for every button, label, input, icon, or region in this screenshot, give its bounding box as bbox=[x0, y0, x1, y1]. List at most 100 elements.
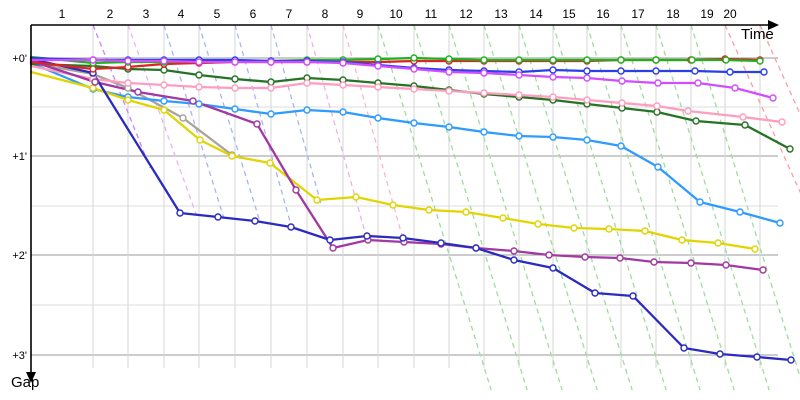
series-pink-marker bbox=[739, 113, 747, 121]
series-navy-marker bbox=[629, 292, 637, 300]
series-navy-marker bbox=[363, 232, 371, 240]
series-navy-marker bbox=[214, 213, 222, 221]
series-cyan-marker bbox=[583, 136, 591, 144]
series-yellow-marker bbox=[89, 84, 97, 92]
series-green-marker bbox=[515, 56, 523, 64]
series-gray-marker bbox=[179, 114, 187, 122]
series-magenta-marker bbox=[374, 62, 382, 70]
series-cyan-marker bbox=[654, 163, 662, 171]
series-yellow-marker bbox=[425, 206, 433, 214]
series-magenta-marker bbox=[124, 57, 132, 65]
series-green-marker bbox=[549, 56, 557, 64]
series-green-marker bbox=[583, 56, 591, 64]
x-axis-title: Time bbox=[741, 26, 774, 43]
series-cyan-marker bbox=[736, 208, 744, 216]
series-magenta-marker bbox=[410, 65, 418, 73]
x-tick-label: 14 bbox=[529, 7, 543, 21]
x-tick-label: 2 bbox=[107, 7, 114, 21]
series-pink-marker bbox=[445, 87, 453, 95]
series-yellow-marker bbox=[389, 201, 397, 209]
series-pink-marker bbox=[515, 91, 523, 99]
series-magenta-marker bbox=[515, 71, 523, 79]
series-darkgreen-marker bbox=[692, 117, 700, 125]
series-pink-marker bbox=[653, 102, 661, 110]
series-yellow-marker bbox=[266, 159, 274, 167]
series-purple-marker bbox=[687, 259, 695, 267]
series-cyan-marker bbox=[445, 123, 453, 131]
series-pink-marker bbox=[549, 93, 557, 101]
series-cyan-marker bbox=[410, 119, 418, 127]
series-green-marker bbox=[480, 56, 488, 64]
series-yellow-marker bbox=[196, 136, 204, 144]
series-green-marker bbox=[617, 56, 625, 64]
series-green-marker bbox=[374, 55, 382, 63]
x-tick-label: 13 bbox=[494, 7, 508, 21]
series-cyan-marker bbox=[696, 198, 704, 206]
series-purple-marker bbox=[253, 120, 261, 128]
x-tick-label: 10 bbox=[389, 7, 403, 21]
series-yellow-marker bbox=[678, 236, 686, 244]
series-pink-marker bbox=[778, 118, 786, 126]
series-navy-marker bbox=[591, 289, 599, 297]
series-cyan-marker bbox=[776, 219, 784, 227]
series-purple-marker bbox=[292, 186, 300, 194]
series-cyan-marker bbox=[303, 106, 311, 114]
series-yellow-marker bbox=[313, 196, 321, 204]
y-axis-title: Gap bbox=[11, 374, 40, 391]
lapping-line bbox=[620, 24, 735, 391]
series-purple-marker bbox=[722, 261, 730, 269]
series-pink-marker bbox=[160, 81, 168, 89]
series-magenta-marker bbox=[267, 58, 275, 66]
x-tick-label: 3 bbox=[143, 7, 150, 21]
y-tick-label: +1' bbox=[12, 151, 27, 163]
series-darkgreen-marker bbox=[231, 75, 239, 83]
series-yellow-marker bbox=[462, 208, 470, 216]
series-blue-marker bbox=[549, 66, 557, 74]
series-purple-marker bbox=[510, 247, 518, 255]
y-tick-label: +2' bbox=[12, 250, 27, 262]
lapping-line bbox=[234, 24, 292, 227]
series-cyan-marker bbox=[617, 142, 625, 150]
x-tick-label: 16 bbox=[596, 7, 610, 21]
lapping-line bbox=[552, 24, 667, 391]
series-pink-marker bbox=[684, 107, 692, 115]
series-darkgreen-marker bbox=[653, 108, 661, 116]
series-navy-marker bbox=[680, 344, 688, 352]
series-magenta-marker bbox=[480, 69, 488, 77]
x-tick-label: 11 bbox=[425, 7, 438, 21]
series-cyan-marker bbox=[480, 128, 488, 136]
series-yellow-marker bbox=[352, 193, 360, 201]
series-green-marker bbox=[445, 55, 453, 63]
series-navy-marker bbox=[287, 223, 295, 231]
series-yellow-marker bbox=[714, 239, 722, 247]
series-purple-marker bbox=[545, 251, 553, 259]
series-yellow-marker bbox=[605, 225, 613, 233]
series-pink-marker bbox=[374, 83, 382, 91]
series-cyan-marker bbox=[195, 100, 203, 108]
series-yellow-marker bbox=[751, 245, 759, 253]
lapping-line bbox=[92, 24, 151, 169]
lapping-line bbox=[413, 24, 528, 391]
x-tick-label: 4 bbox=[178, 7, 185, 21]
lapping-line bbox=[377, 24, 492, 391]
series-pink-marker bbox=[267, 84, 275, 92]
lapping-line bbox=[270, 24, 322, 204]
series-navy-marker bbox=[251, 217, 259, 225]
x-tick-label: 6 bbox=[250, 7, 257, 21]
series-blue-marker bbox=[726, 68, 734, 76]
series-navy-marker bbox=[787, 356, 795, 364]
lapping-line bbox=[690, 24, 800, 379]
series-navy-marker bbox=[176, 209, 184, 217]
series-blue-marker bbox=[760, 68, 768, 76]
x-tick-label: 12 bbox=[459, 7, 473, 21]
series-green-marker bbox=[688, 56, 696, 64]
series-darkgreen-marker bbox=[741, 121, 749, 129]
series-purple-marker bbox=[134, 88, 142, 96]
series-blue-marker bbox=[652, 67, 660, 75]
series-red-marker bbox=[89, 65, 97, 73]
x-tick-label: 1 bbox=[59, 7, 66, 21]
lapping-line bbox=[655, 24, 770, 391]
series-blue-marker bbox=[691, 67, 699, 75]
